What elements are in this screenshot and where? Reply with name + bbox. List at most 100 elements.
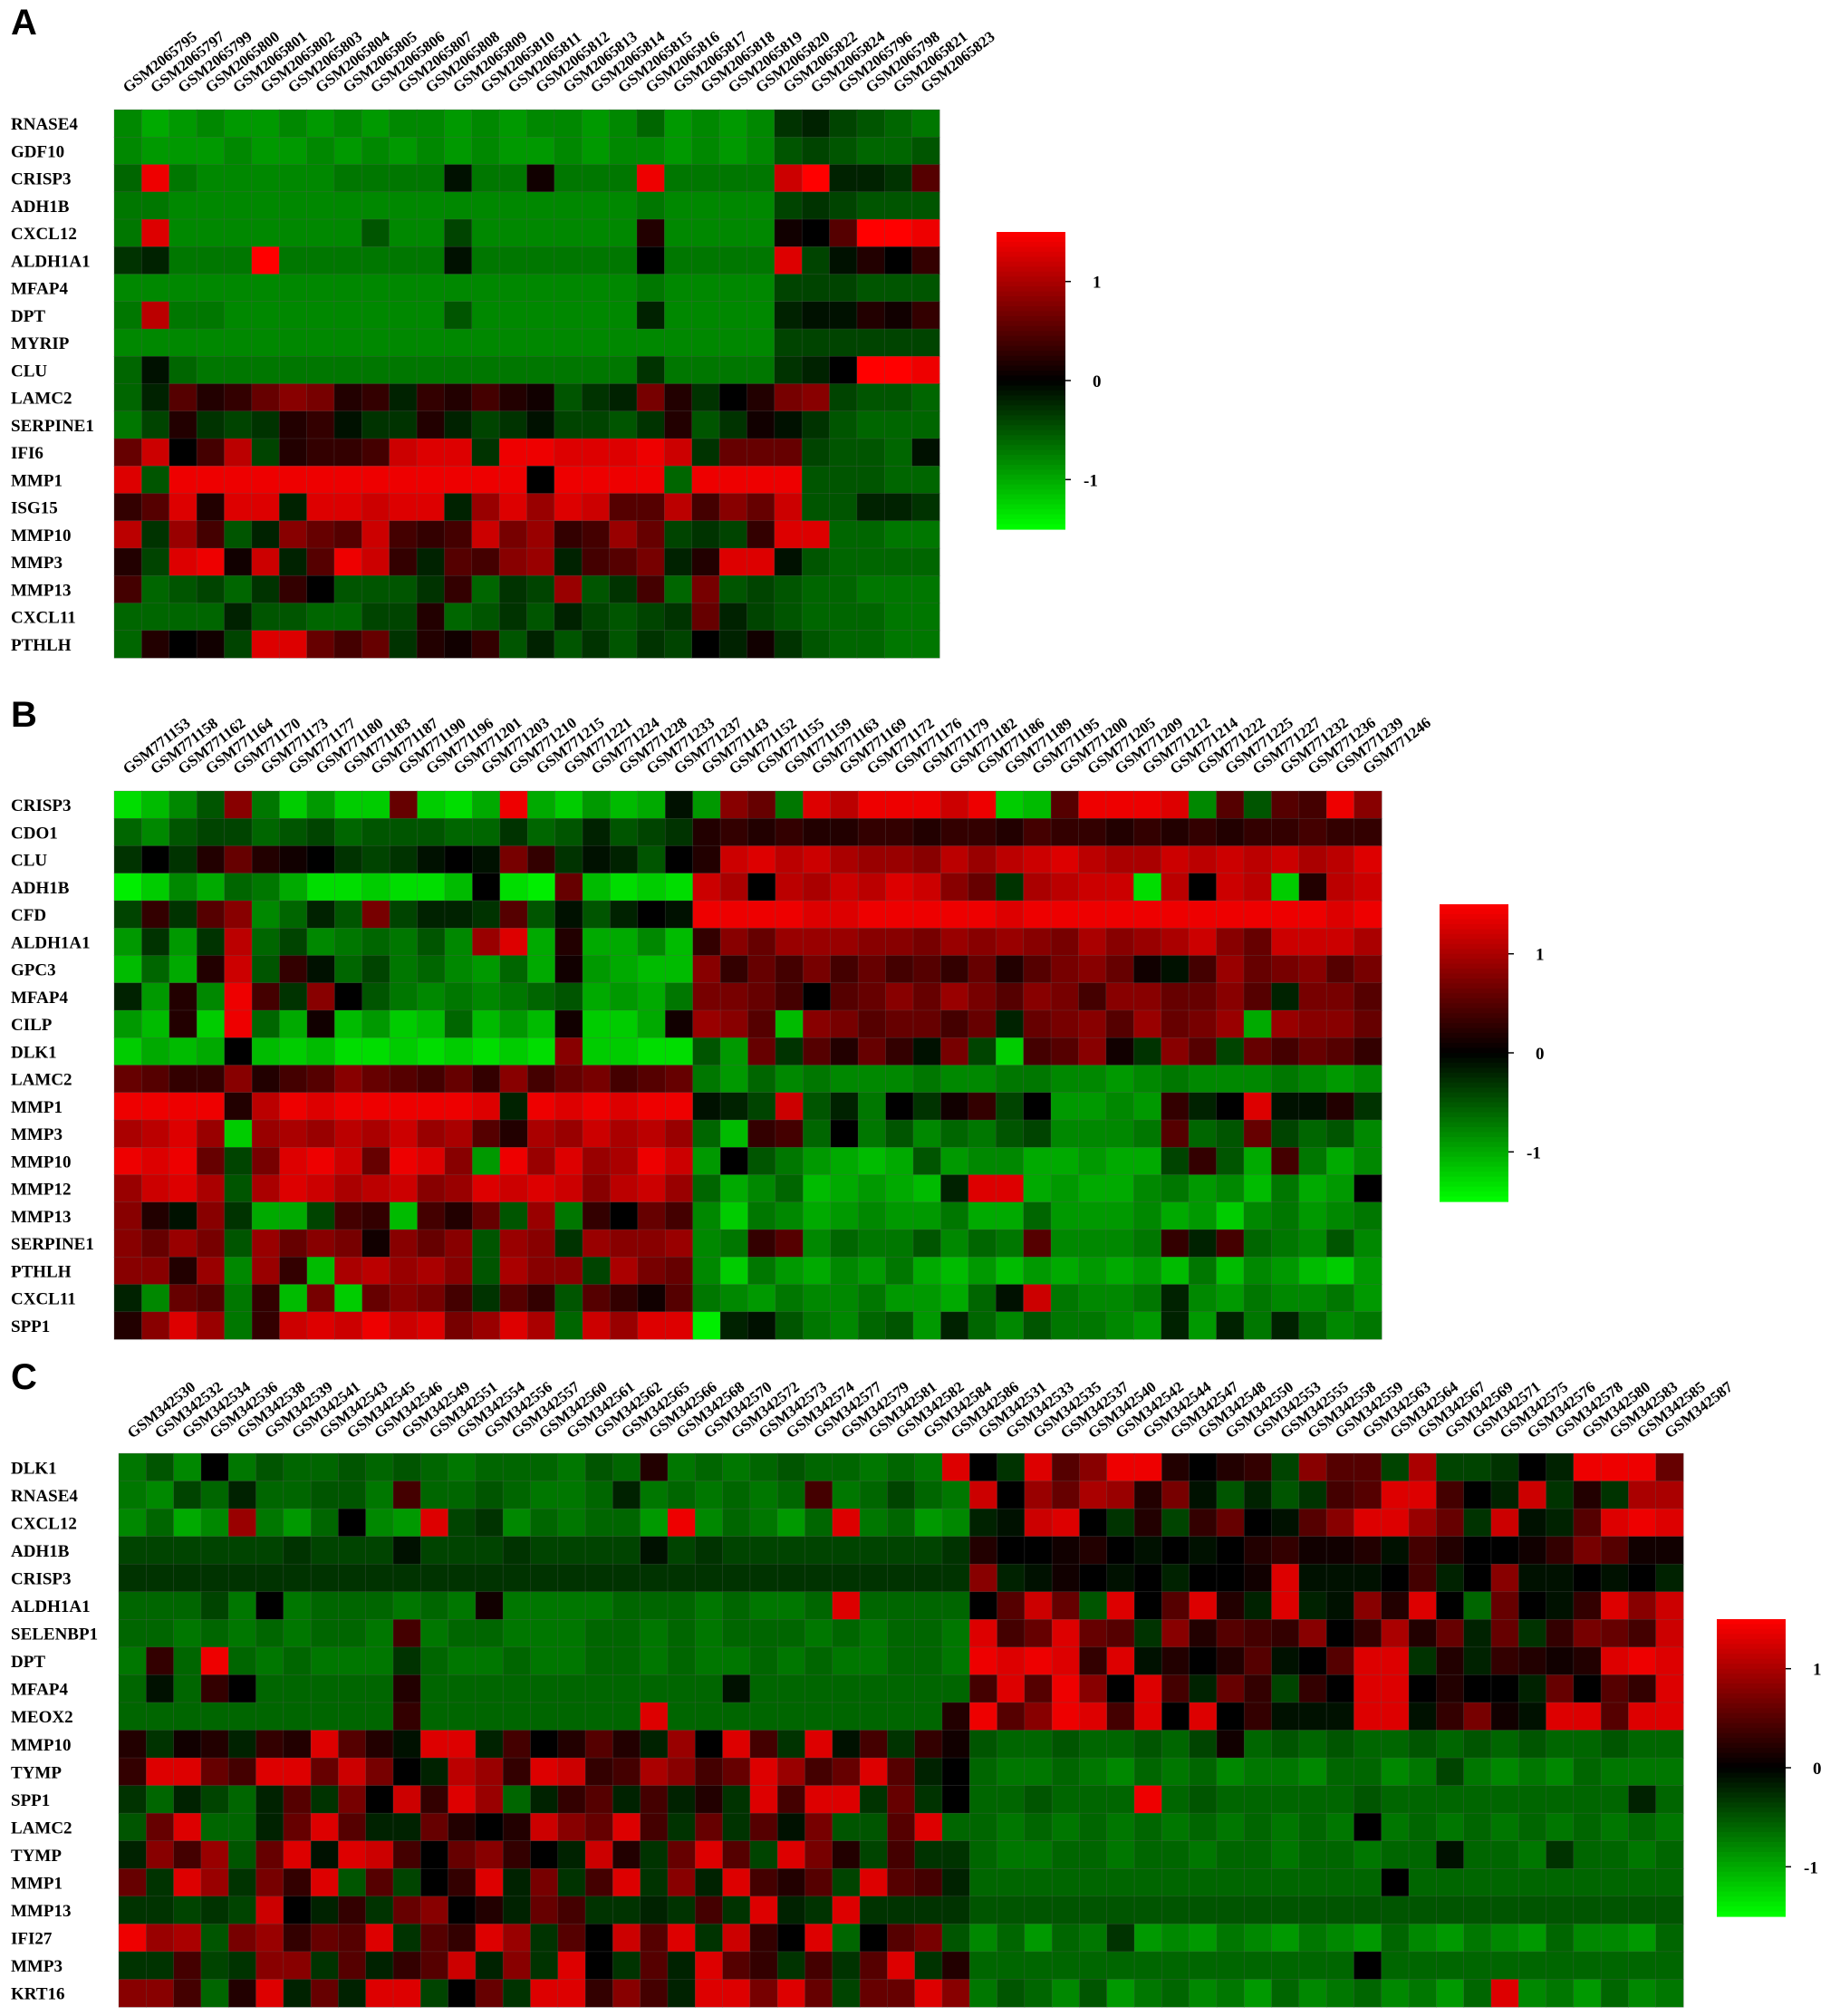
legend-gradient-step [1717, 1911, 1786, 1917]
heatmap-cell [1243, 1619, 1273, 1648]
heatmap-cell [722, 1702, 751, 1731]
heatmap-cell [224, 383, 253, 412]
heatmap-cell [747, 274, 775, 303]
heatmap-cell [279, 1009, 308, 1038]
heatmap-cell [417, 1146, 446, 1176]
row-label: MMP10 [11, 1153, 71, 1172]
heatmap-cell [1546, 1452, 1575, 1482]
heatmap-cell [146, 1757, 175, 1787]
legend-gradient-step [1440, 919, 1508, 925]
heatmap-cell [830, 1119, 859, 1148]
heatmap-cell [1243, 1840, 1273, 1869]
heatmap-cell [392, 1812, 421, 1842]
heatmap-cell [502, 1619, 532, 1648]
heatmap-cell [664, 1092, 694, 1121]
heatmap-cell [885, 790, 914, 819]
heatmap-cell [1161, 1311, 1190, 1340]
heatmap-cell [169, 164, 197, 193]
heatmap-cell [912, 1174, 941, 1203]
heatmap-cell [1050, 1009, 1080, 1038]
heatmap-cell [581, 328, 611, 357]
heatmap-cell [1216, 1508, 1245, 1538]
heatmap-cell [940, 1009, 969, 1038]
legend-gradient-step [1440, 1033, 1508, 1039]
heatmap-cell [857, 1174, 887, 1203]
heatmap-cell [1216, 1563, 1245, 1593]
heatmap-cell [722, 1646, 751, 1675]
heatmap-cell [448, 1702, 477, 1731]
legend-gradient-step [1440, 929, 1508, 935]
heatmap-cell [416, 410, 445, 439]
heatmap-cell [1408, 1867, 1437, 1897]
heatmap-cell [1188, 1256, 1218, 1286]
heatmap-cell [554, 900, 583, 929]
heatmap-cell [499, 845, 528, 874]
heatmap-cell [526, 845, 556, 874]
heatmap-cell [667, 1895, 696, 1924]
row-label: TYMP [11, 1763, 62, 1782]
heatmap-cell [118, 1895, 147, 1924]
heatmap-cell [499, 1229, 528, 1258]
heatmap-cell [859, 1702, 888, 1731]
heatmap-cell [361, 274, 390, 303]
heatmap-cell [747, 955, 776, 984]
heatmap-cell [113, 873, 143, 902]
heatmap-cell [1050, 1037, 1080, 1066]
heatmap-cell [1051, 1757, 1081, 1787]
heatmap-cell [636, 136, 665, 166]
heatmap-cell [365, 1536, 394, 1565]
heatmap-cell [419, 1951, 449, 1981]
heatmap-cell [444, 574, 473, 604]
heatmap-cell [582, 1009, 612, 1038]
heatmap-cell [832, 1646, 861, 1675]
heatmap-cell [609, 274, 638, 303]
heatmap-cell [911, 520, 940, 549]
heatmap-cell [255, 1840, 284, 1869]
heatmap-cell [224, 1311, 253, 1340]
heatmap-cell [141, 410, 170, 439]
heatmap-cell [640, 1895, 669, 1924]
heatmap-cell [554, 1284, 583, 1313]
heatmap-cell [1024, 1867, 1053, 1897]
heatmap-cell [1381, 1508, 1410, 1538]
heatmap-cell [803, 790, 832, 819]
heatmap-cell [1106, 1702, 1135, 1731]
heatmap-cell [1354, 1092, 1382, 1121]
heatmap-cell [306, 246, 335, 275]
heatmap-cell [475, 1536, 504, 1565]
row-label: CRISP3 [11, 1570, 72, 1589]
heatmap-cell [747, 927, 776, 957]
heatmap-cell [1023, 1229, 1052, 1258]
heatmap-cell [1161, 873, 1190, 902]
row-label: MFAP4 [11, 989, 68, 1008]
heatmap-cell [227, 1508, 257, 1538]
heatmap-cell [914, 1895, 943, 1924]
heatmap-cell [803, 1256, 832, 1286]
heatmap-cell [554, 603, 583, 632]
heatmap-cell [389, 493, 418, 522]
heatmap-cell [941, 1508, 970, 1538]
heatmap-cell [885, 1065, 914, 1094]
heatmap-cell [664, 246, 693, 275]
row-label: CXCL11 [11, 609, 76, 628]
heatmap-cell [255, 1924, 284, 1953]
heatmap-cell [333, 465, 362, 495]
heatmap-cell [1079, 1951, 1108, 1981]
heatmap-cell [830, 1009, 859, 1038]
heatmap-cell [774, 410, 803, 439]
heatmap-cell [804, 1924, 833, 1953]
heatmap-cell [1517, 1867, 1547, 1897]
heatmap-cell [664, 1229, 694, 1258]
heatmap-cell [141, 955, 170, 984]
heatmap-cell [636, 465, 665, 495]
heatmap-cell [196, 982, 226, 1011]
heatmap-cell [612, 1591, 641, 1620]
heatmap-cell [196, 465, 226, 495]
heatmap-cell [251, 383, 280, 412]
heatmap-cell [333, 520, 362, 549]
heatmap-cell [306, 465, 335, 495]
heatmap-cell [1216, 1256, 1245, 1286]
heatmap-cell [584, 1924, 613, 1953]
heatmap-cell [1243, 927, 1272, 957]
heatmap-cell [1024, 1785, 1053, 1814]
